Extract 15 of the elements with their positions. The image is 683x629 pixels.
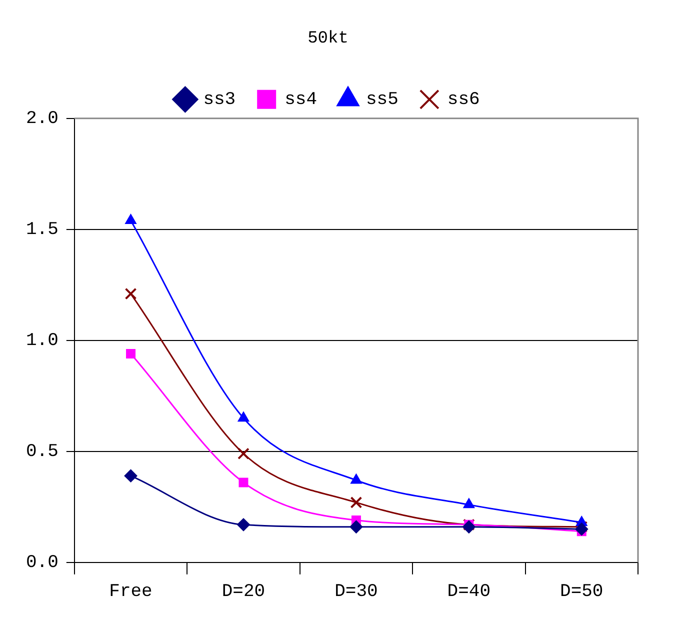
legend-label: ss5: [366, 90, 398, 110]
y-tick-label: 0.5: [26, 442, 58, 462]
x-tick-label: D=40: [447, 582, 491, 602]
y-tick-label: 1.5: [26, 220, 58, 240]
y-tick-label: 1.0: [26, 331, 58, 352]
y-tick-label: 0.0: [26, 553, 58, 574]
x-tick-label: D=50: [560, 582, 604, 602]
legend-label: ss6: [447, 90, 480, 110]
x-tick-label: D=20: [222, 582, 266, 602]
x-tick-label: D=30: [334, 582, 378, 602]
legend-label: ss4: [284, 90, 317, 110]
x-tick-label: Free: [109, 582, 152, 602]
legend-label: ss3: [203, 90, 236, 110]
y-tick-label: 2.0: [26, 109, 58, 130]
chart-title: 50kt: [308, 30, 348, 49]
